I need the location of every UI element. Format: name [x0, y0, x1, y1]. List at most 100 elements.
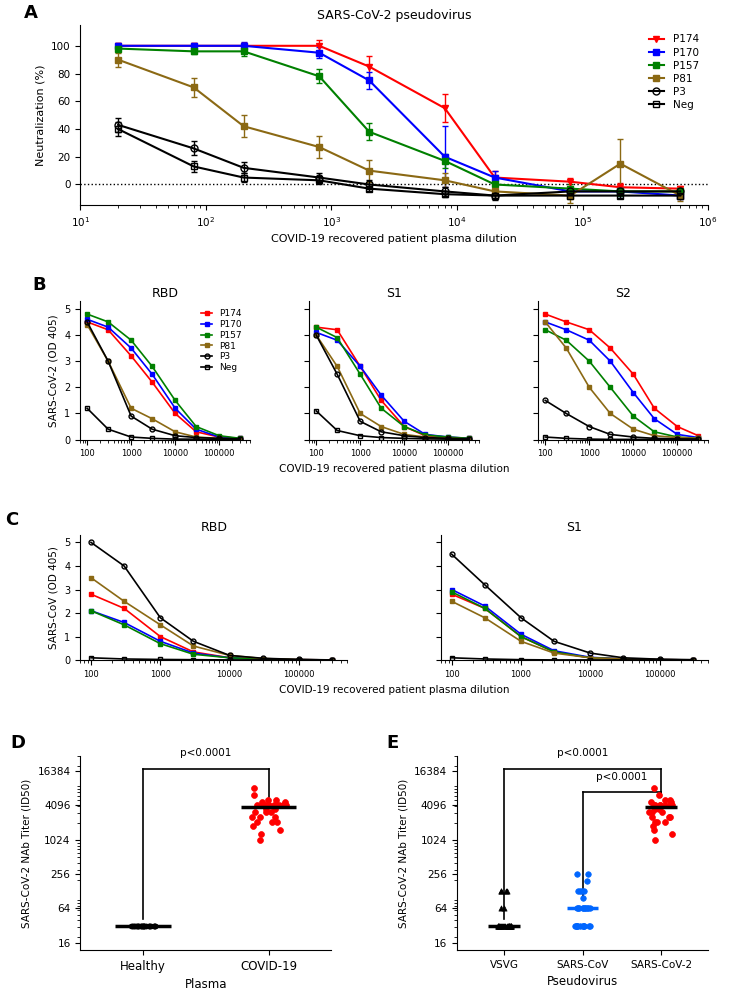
Point: [268, 797, 280, 813]
Point: [659, 797, 671, 813]
Point: [665, 797, 677, 813]
Point: [272, 814, 283, 830]
Point: [135, 918, 147, 934]
Point: [652, 814, 664, 830]
Point: [130, 918, 142, 934]
Point: [583, 918, 595, 934]
Point: [131, 918, 143, 934]
Point: [256, 794, 268, 810]
Point: [577, 918, 588, 934]
Point: [136, 918, 147, 934]
Point: [145, 918, 156, 934]
Point: [573, 900, 585, 916]
Point: [140, 918, 152, 934]
Point: [584, 918, 596, 934]
Legend: P174, P170, P157, P81, P3, Neg: P174, P170, P157, P81, P3, Neg: [645, 30, 703, 114]
Point: [144, 918, 155, 934]
Point: [648, 818, 659, 834]
Point: [143, 918, 155, 934]
Point: [261, 804, 272, 820]
Point: [580, 900, 591, 916]
Title: SARS-CoV-2 pseudovirus: SARS-CoV-2 pseudovirus: [317, 9, 472, 22]
Point: [504, 918, 515, 934]
Title: S1: S1: [566, 521, 583, 534]
Point: [656, 804, 668, 820]
Point: [251, 814, 263, 830]
Point: [645, 794, 656, 810]
Point: [664, 792, 675, 808]
Point: [572, 883, 584, 899]
Point: [254, 832, 266, 848]
X-axis label: COVID-19 recovered patient plasma dilution: COVID-19 recovered patient plasma diluti…: [272, 234, 517, 244]
Point: [643, 804, 655, 820]
Point: [139, 918, 150, 934]
Point: [277, 797, 289, 813]
Point: [499, 918, 511, 934]
Point: [577, 900, 588, 916]
Point: [654, 797, 666, 813]
Point: [128, 918, 139, 934]
Point: [494, 918, 506, 934]
Y-axis label: SARS-CoV-2 NAb Titer (ID50): SARS-CoV-2 NAb Titer (ID50): [22, 778, 32, 928]
Point: [579, 918, 591, 934]
Point: [501, 883, 512, 899]
Point: [133, 918, 145, 934]
Point: [578, 918, 590, 934]
Point: [148, 918, 160, 934]
Point: [502, 918, 513, 934]
Point: [503, 918, 515, 934]
Y-axis label: SARS-CoV-2 (OD 405): SARS-CoV-2 (OD 405): [49, 314, 59, 427]
Point: [150, 918, 161, 934]
Point: [646, 804, 658, 820]
Title: RBD: RBD: [200, 521, 227, 534]
Point: [570, 918, 582, 934]
Point: [496, 900, 507, 916]
Point: [506, 918, 518, 934]
Point: [147, 918, 159, 934]
Point: [137, 918, 149, 934]
Point: [648, 797, 659, 813]
Point: [137, 918, 148, 934]
Point: [128, 918, 139, 934]
Title: RBD: RBD: [152, 287, 179, 300]
Point: [126, 918, 137, 934]
Text: B: B: [33, 276, 47, 294]
Point: [140, 918, 152, 934]
Point: [250, 804, 261, 820]
Point: [577, 883, 588, 899]
Point: [248, 780, 260, 796]
Point: [653, 787, 665, 803]
Point: [493, 918, 504, 934]
Point: [493, 918, 504, 934]
Text: A: A: [24, 4, 38, 22]
Point: [649, 832, 661, 848]
Point: [577, 890, 589, 906]
Point: [255, 826, 267, 842]
Point: [493, 918, 505, 934]
Point: [653, 801, 665, 817]
Point: [654, 797, 666, 813]
Point: [500, 883, 512, 899]
Point: [273, 797, 285, 813]
Point: [578, 883, 590, 899]
Text: C: C: [6, 511, 19, 529]
Point: [260, 801, 272, 817]
Y-axis label: Neutralization (%): Neutralization (%): [35, 64, 45, 166]
Point: [495, 883, 507, 899]
Point: [648, 780, 660, 796]
Point: [257, 797, 269, 813]
Point: [497, 918, 509, 934]
Point: [666, 826, 677, 842]
Point: [269, 809, 280, 825]
Point: [251, 797, 263, 813]
Point: [269, 801, 281, 817]
Point: [131, 918, 143, 934]
Title: S1: S1: [386, 287, 402, 300]
Point: [493, 918, 504, 934]
X-axis label: COVID-19 recovered patient plasma dilution: COVID-19 recovered patient plasma diluti…: [279, 464, 510, 474]
Point: [279, 794, 291, 810]
Title: S2: S2: [615, 287, 631, 300]
Point: [504, 918, 515, 934]
Point: [502, 918, 514, 934]
Point: [505, 918, 517, 934]
